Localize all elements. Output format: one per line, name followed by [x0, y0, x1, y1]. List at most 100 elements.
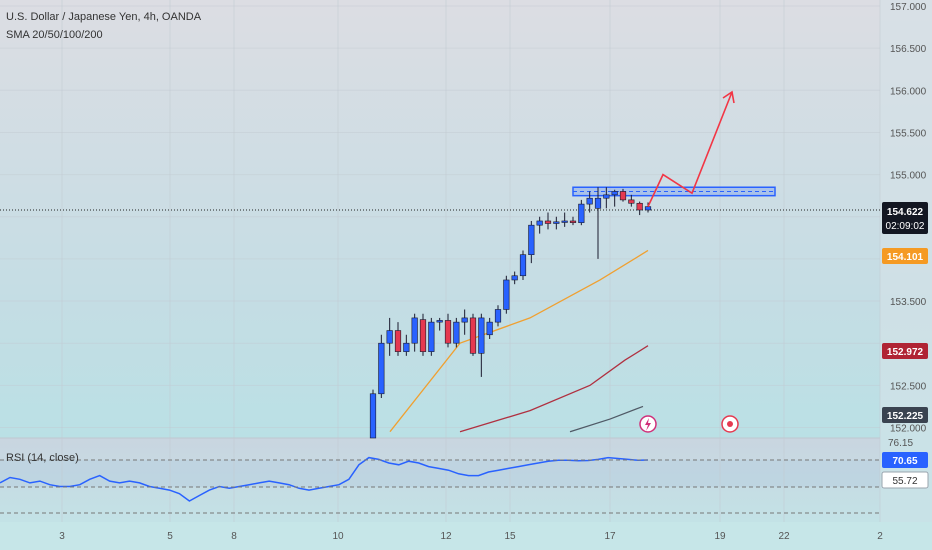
time-tick-label: 22 — [778, 531, 790, 542]
candle-body — [611, 191, 618, 196]
candle-body — [469, 317, 477, 354]
lightning-icon[interactable] — [639, 415, 657, 433]
candle-body — [628, 199, 635, 204]
candle — [569, 216, 577, 226]
candle-body — [478, 317, 485, 354]
candle-body — [536, 220, 543, 226]
candle-body — [486, 321, 493, 336]
time-tick-label: 2 — [877, 531, 883, 542]
candle-body — [419, 319, 427, 352]
candle — [436, 317, 443, 331]
sma100-badge: 152.225 — [882, 407, 928, 423]
candle-body — [644, 206, 652, 211]
time-tick-label: 19 — [714, 531, 726, 542]
sma-line-3 — [569, 405, 644, 433]
sma50-badge: 152.972 — [882, 343, 928, 359]
time-tick-label: 17 — [604, 531, 616, 542]
price-tick-label: 156.500 — [890, 44, 927, 55]
vertical-gridlines — [61, 0, 881, 522]
candle-body — [519, 254, 527, 277]
price-tick-label: 153.500 — [890, 297, 927, 308]
candle-body — [453, 321, 460, 344]
price-tick-label: 155.500 — [890, 128, 927, 139]
sma-line-2 — [459, 345, 649, 433]
time-tick-label: 5 — [167, 531, 173, 542]
rsi-value-badge: 70.65 — [882, 452, 928, 468]
candle — [394, 322, 402, 356]
candle — [386, 317, 393, 356]
candle — [528, 220, 535, 264]
candle — [378, 334, 385, 398]
symbol-title: U.S. Dollar / Japanese Yen, 4h, OANDA — [6, 11, 202, 23]
price-tick-label: 157.000 — [890, 2, 927, 13]
price-tick-label: 152.500 — [890, 381, 927, 392]
candle-body — [503, 279, 510, 310]
candles — [369, 187, 652, 439]
event-markers — [639, 415, 739, 433]
resistance-zone[interactable] — [572, 186, 776, 197]
candle — [594, 187, 602, 259]
projection-arrowhead — [722, 90, 735, 104]
bar-countdown: 02:09:02 — [886, 221, 925, 232]
candle-body — [553, 221, 560, 224]
candle — [469, 313, 477, 356]
candle-body — [594, 197, 602, 209]
candle — [619, 188, 627, 202]
candle — [636, 201, 643, 216]
candle — [444, 313, 452, 348]
candle — [611, 189, 618, 207]
time-tick-label: 12 — [440, 531, 452, 542]
candle-body — [394, 330, 402, 352]
time-tick-label: 10 — [332, 531, 344, 542]
dot-circle-icon[interactable] — [721, 415, 739, 433]
candle-body — [386, 330, 393, 344]
candle — [628, 194, 635, 207]
current-price-badge: 154.622 02:09:02 — [882, 202, 928, 234]
current-price-value: 154.622 — [887, 207, 924, 218]
rsi-legend: RSI (14, close) — [6, 452, 79, 464]
rsi-band — [0, 460, 880, 487]
candle — [494, 305, 502, 327]
sma100-badge-value: 152.225 — [887, 411, 924, 422]
candle — [428, 317, 435, 356]
candle — [403, 334, 410, 356]
time-tick-label: 3 — [59, 531, 65, 542]
candle — [453, 317, 460, 348]
price-axis-ticks: 157.000 156.500 156.000 155.500 155.000 153.5… — [890, 2, 927, 435]
candle-body — [561, 220, 568, 223]
rsi-lower-value: 55.72 — [892, 476, 917, 487]
projection-line[interactable] — [647, 91, 733, 207]
candle — [603, 187, 610, 209]
candle — [586, 191, 593, 213]
candle-body — [528, 224, 535, 255]
candle — [578, 199, 585, 226]
sma50-badge-value: 152.972 — [887, 347, 924, 358]
price-tick-label: 156.000 — [890, 86, 927, 97]
price-tick-label: 155.000 — [890, 171, 927, 182]
candle-body — [403, 342, 410, 352]
candle-body — [436, 320, 443, 323]
candle-body — [511, 275, 518, 281]
candle — [461, 309, 468, 335]
candle — [478, 313, 485, 377]
candle — [536, 216, 543, 234]
candle-body — [378, 342, 385, 395]
projection-path[interactable] — [647, 90, 735, 207]
candle-body — [369, 393, 377, 439]
sma20-badge: 154.101 — [882, 248, 928, 264]
candle-body — [461, 317, 468, 323]
candle — [561, 212, 568, 227]
candle-body — [586, 197, 593, 205]
candle-body — [619, 191, 627, 201]
candle-body — [569, 220, 577, 223]
candle — [503, 275, 510, 314]
sma-lines — [389, 249, 649, 433]
candle-body — [494, 309, 502, 323]
candle — [544, 212, 552, 230]
candle — [486, 317, 493, 339]
candle-body — [578, 203, 585, 223]
candle-body — [444, 320, 452, 344]
rsi-value: 70.65 — [892, 456, 917, 467]
